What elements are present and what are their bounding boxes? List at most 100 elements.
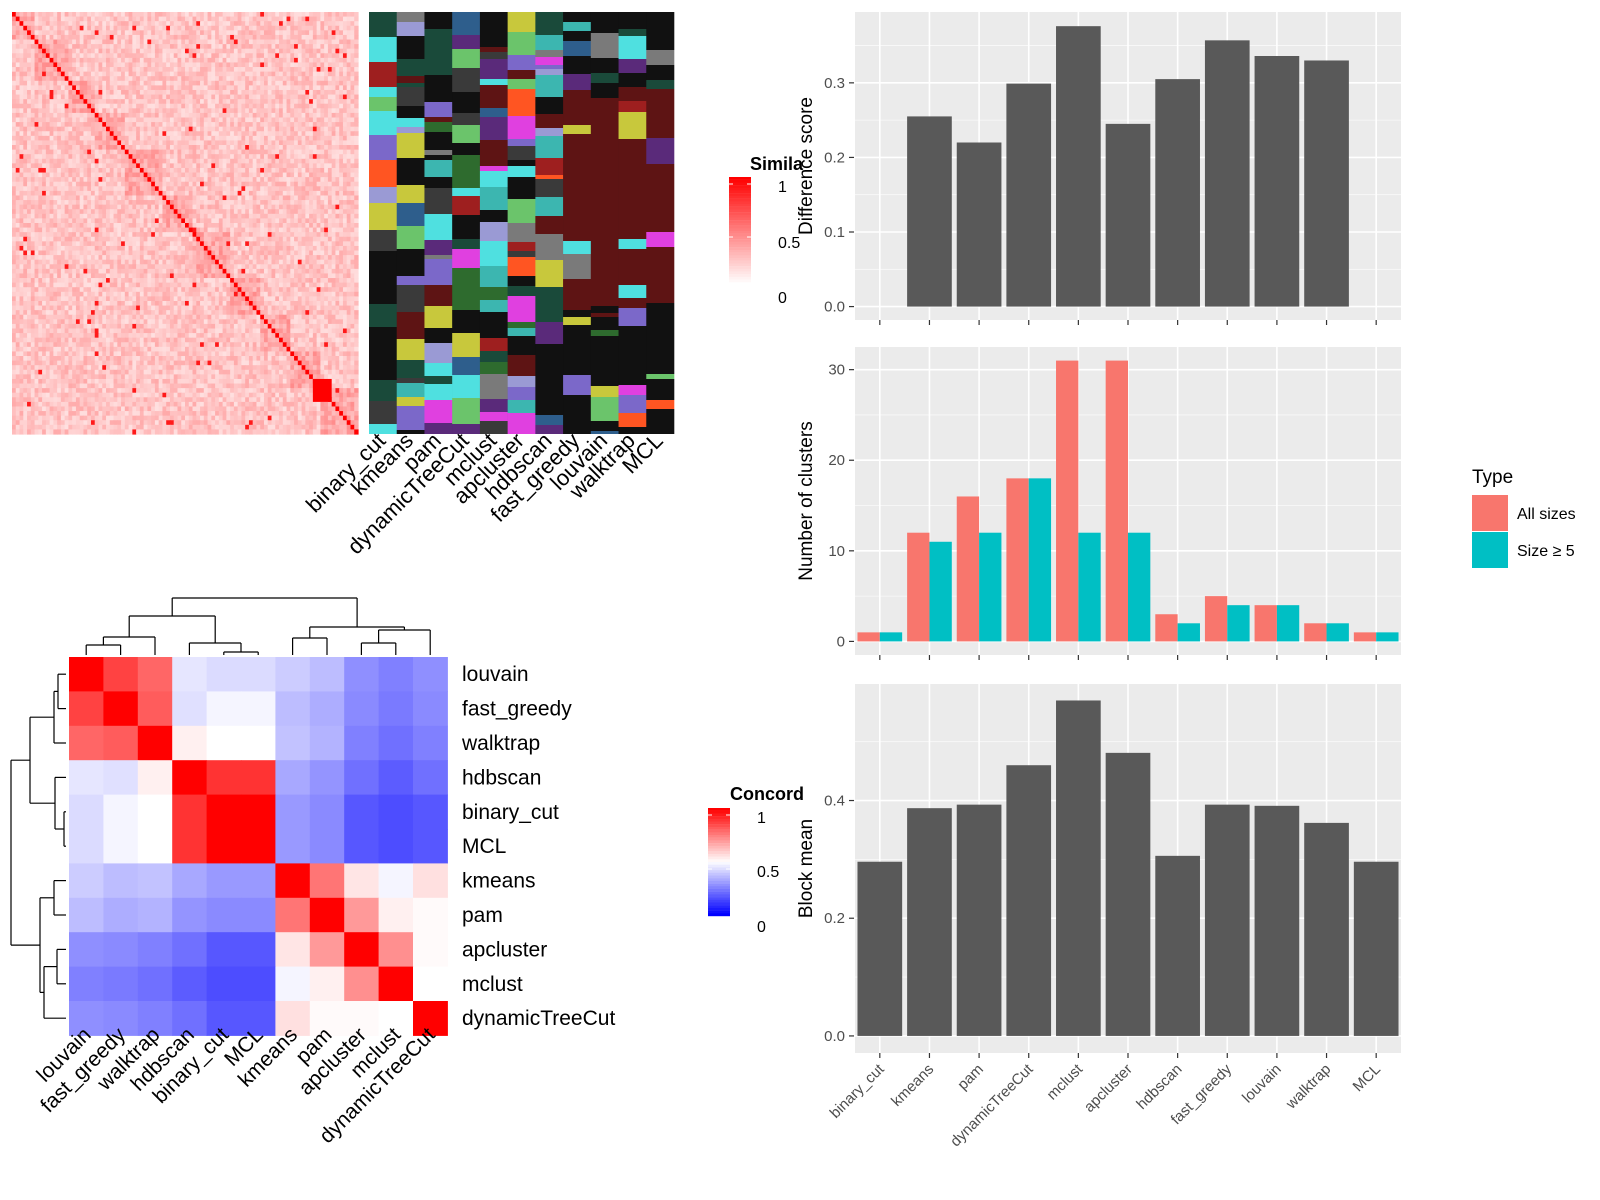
similarity-cell — [350, 250, 355, 256]
similarity-cell — [90, 131, 96, 137]
similarity-cell — [90, 227, 96, 233]
similarity-cell — [260, 67, 265, 73]
similarity-cell — [267, 99, 273, 105]
similarity-cell — [309, 172, 314, 178]
similarity-cell — [121, 140, 126, 146]
similarity-cell — [335, 80, 340, 86]
similarity-cell — [83, 172, 88, 178]
similarity-cell — [106, 126, 111, 132]
similarity-cell — [117, 112, 122, 119]
similarity-cell — [27, 149, 32, 155]
similarity-cell — [252, 209, 258, 215]
similarity-cell — [324, 89, 329, 96]
similarity-cell — [147, 21, 152, 27]
similarity-cell — [241, 209, 246, 215]
similarity-cell — [49, 25, 54, 31]
similarity-cell — [279, 25, 284, 31]
similarity-cell — [335, 223, 340, 229]
similarity-cell — [237, 167, 243, 174]
similarity-cell — [200, 12, 205, 18]
similarity-cell — [60, 99, 66, 105]
similarity-cell — [94, 145, 100, 151]
similarity-cell — [342, 154, 348, 160]
similarity-cell — [136, 140, 141, 146]
similarity-cell — [301, 227, 306, 233]
similarity-cell — [282, 34, 288, 41]
similarity-cell — [305, 190, 310, 197]
similarity-cell — [188, 112, 194, 119]
similarity-cell — [327, 80, 333, 86]
similarity-cell — [305, 108, 310, 114]
similarity-cell — [45, 76, 51, 82]
similarity-cell — [177, 149, 182, 155]
similarity-cell — [57, 149, 62, 155]
similarity-cell — [279, 195, 284, 201]
similarity-cell — [320, 131, 325, 137]
similarity-cell — [290, 30, 295, 36]
similarity-cell — [177, 89, 182, 96]
similarity-cell — [42, 145, 47, 151]
similarity-cell — [342, 89, 348, 96]
similarity-cell — [252, 103, 258, 109]
similarity-cell — [237, 62, 243, 68]
similarity-cell — [136, 48, 141, 54]
similarity-cell — [42, 140, 47, 146]
similarity-cell — [68, 30, 73, 36]
similarity-cell — [342, 227, 348, 233]
similarity-cell — [124, 245, 130, 252]
similarity-cell — [312, 158, 318, 164]
similarity-cell — [215, 67, 220, 73]
similarity-cell — [218, 236, 224, 242]
similarity-cell — [218, 25, 224, 31]
similarity-cell — [23, 223, 28, 229]
similarity-cell — [218, 158, 224, 164]
similarity-cell — [263, 112, 269, 119]
similarity-cell — [124, 250, 130, 256]
similarity-cell — [106, 21, 111, 27]
similarity-cell — [34, 85, 39, 91]
similarity-cell — [147, 57, 152, 64]
similarity-cell — [331, 140, 337, 146]
similarity-cell — [185, 48, 190, 54]
similarity-cell — [185, 167, 190, 174]
similarity-cell — [60, 163, 66, 169]
similarity-cell — [23, 190, 28, 197]
similarity-cell — [222, 145, 227, 151]
similarity-cell — [34, 12, 39, 18]
similarity-cell — [87, 209, 92, 215]
similarity-cell — [226, 34, 231, 41]
similarity-cell — [271, 12, 276, 18]
similarity-cell — [305, 204, 310, 210]
similarity-cell — [207, 12, 212, 18]
similarity-cell — [45, 131, 51, 137]
similarity-cell — [200, 190, 205, 197]
similarity-cell — [207, 34, 212, 41]
similarity-cell — [15, 186, 21, 192]
similarity-cell — [162, 30, 167, 36]
similarity-cell — [27, 167, 32, 174]
similarity-cell — [34, 232, 39, 238]
similarity-cell — [166, 145, 171, 151]
similarity-cell — [316, 89, 321, 96]
similarity-cell — [263, 186, 269, 192]
similarity-cell — [90, 12, 96, 18]
similarity-cell — [218, 103, 224, 109]
similarity-cell — [354, 30, 359, 36]
similarity-cell — [279, 232, 284, 238]
similarity-cell — [207, 218, 212, 224]
similarity-cell — [350, 154, 355, 160]
similarity-cell — [158, 108, 164, 114]
similarity-cell — [188, 44, 194, 50]
similarity-cell — [181, 186, 186, 192]
similarity-cell — [136, 177, 141, 183]
similarity-cell — [316, 163, 321, 169]
similarity-cell — [237, 99, 243, 105]
similarity-cell — [154, 145, 160, 151]
similarity-cell — [233, 34, 239, 41]
similarity-cell — [297, 245, 303, 252]
similarity-cell — [245, 39, 250, 45]
similarity-cell — [34, 80, 39, 86]
similarity-cell — [297, 172, 303, 178]
similarity-cell — [256, 117, 261, 123]
similarity-cell — [60, 80, 66, 86]
